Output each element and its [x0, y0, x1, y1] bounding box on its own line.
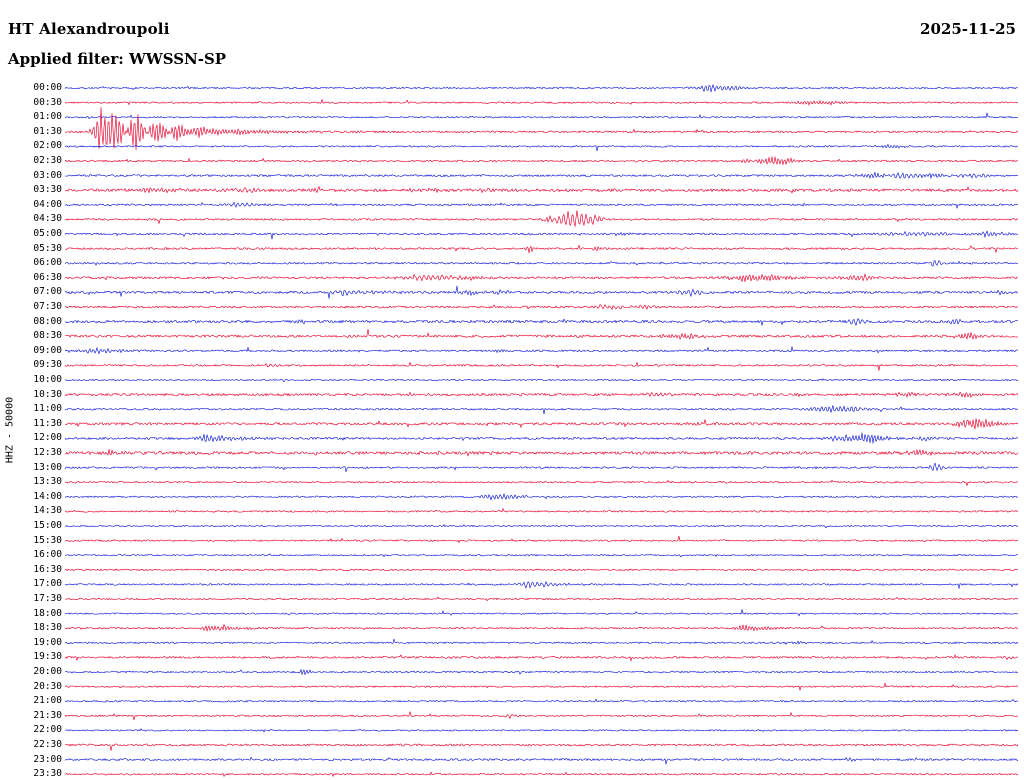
time-label: 02:30 [33, 155, 62, 166]
time-label: 10:30 [33, 388, 62, 400]
time-label: 15:00 [33, 520, 62, 531]
time-label: 08:00 [33, 315, 62, 327]
time-label: 22:00 [33, 724, 62, 736]
time-label: 10:00 [33, 374, 62, 385]
time-label: 22:30 [33, 739, 62, 750]
time-label: 03:00 [33, 169, 62, 181]
time-label: 21:00 [33, 695, 62, 707]
time-label: 13:00 [33, 461, 62, 473]
time-label: 16:30 [33, 563, 62, 575]
time-label: 01:00 [33, 111, 62, 123]
time-label: 18:30 [33, 622, 62, 634]
time-label: 20:30 [33, 680, 62, 692]
time-label: 05:00 [33, 228, 62, 239]
time-label: 14:00 [33, 490, 62, 502]
time-label: 21:30 [33, 709, 62, 721]
time-label: 12:00 [33, 432, 62, 444]
time-label: 19:30 [33, 651, 62, 663]
time-label: 19:00 [33, 636, 62, 648]
time-label: 06:00 [33, 257, 62, 269]
time-label: 04:30 [33, 213, 62, 225]
time-label: 08:30 [33, 330, 62, 342]
time-label: 07:30 [33, 301, 62, 312]
time-label: 14:30 [33, 505, 62, 517]
time-label: 07:00 [33, 286, 62, 298]
time-label: 00:00 [33, 82, 62, 93]
time-label: 23:30 [33, 768, 62, 780]
time-label: 11:30 [33, 417, 62, 429]
time-label: 15:30 [33, 534, 62, 546]
time-label: 13:30 [33, 476, 62, 488]
time-label: 01:30 [33, 125, 62, 137]
time-label: 02:00 [33, 140, 62, 152]
time-label: 09:30 [33, 359, 62, 371]
time-label: 09:00 [33, 344, 62, 356]
time-label: 12:30 [33, 447, 62, 458]
time-label: 23:00 [33, 753, 62, 765]
time-label: 06:30 [33, 271, 62, 283]
time-label: 17:30 [33, 593, 62, 604]
time-label: 16:00 [33, 549, 62, 561]
time-label: 20:00 [33, 666, 62, 677]
time-label: 11:00 [33, 403, 62, 415]
time-label: 00:30 [33, 96, 62, 108]
time-label: 05:30 [33, 242, 62, 254]
time-label: 18:00 [33, 607, 62, 619]
time-label: 17:00 [33, 578, 62, 590]
time-label: 04:00 [33, 198, 62, 210]
time-label: 03:30 [33, 184, 62, 196]
